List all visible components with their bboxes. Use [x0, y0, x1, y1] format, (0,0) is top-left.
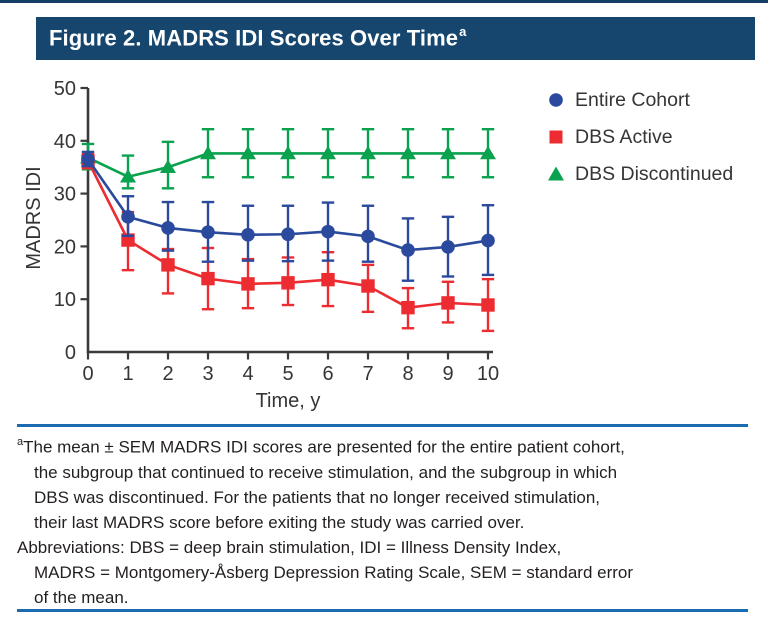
x-tick-label: 4: [242, 363, 253, 385]
legend-triangle-glyph: [548, 166, 564, 181]
data-point-entire-cohort: [481, 233, 495, 248]
data-point-entire-cohort: [321, 224, 335, 239]
legend-square-glyph: [549, 130, 563, 144]
figure-title-superscript: a: [459, 24, 467, 40]
x-tick-label: 10: [477, 363, 499, 385]
data-point-dbs-discontinued: [160, 159, 176, 173]
data-point-dbs-active: [281, 276, 295, 290]
legend-label: Entire Cohort: [575, 88, 690, 111]
y-axis-title: MADRS IDI: [23, 166, 45, 269]
x-tick-label: 5: [282, 363, 293, 385]
dbs-active-square-icon: [549, 130, 563, 144]
dbs-discontinued-triangle-icon: [548, 166, 564, 181]
y-tick-label: 30: [54, 184, 76, 206]
data-point-entire-cohort: [241, 227, 255, 242]
y-tick-label: 40: [54, 131, 76, 153]
data-point-entire-cohort: [281, 227, 295, 242]
data-point-dbs-active: [481, 298, 495, 312]
legend-circle-glyph: [549, 93, 563, 107]
top-rule: [0, 0, 768, 3]
separator-rule: [17, 424, 748, 427]
x-tick-label: 8: [402, 363, 413, 385]
legend-label: DBS Active: [575, 125, 673, 148]
y-tick-label: 20: [54, 236, 76, 258]
x-tick-label: 2: [162, 363, 173, 385]
entire-cohort-circle-icon: [549, 93, 563, 107]
chart-legend: Entire Cohort DBS Active DBS Discontinue…: [547, 88, 733, 199]
y-tick-label: 0: [65, 342, 76, 364]
data-point-dbs-discontinued: [480, 145, 496, 160]
data-point-dbs-active: [201, 271, 215, 286]
data-point-dbs-discontinued: [360, 145, 376, 160]
data-point-dbs-discontinued: [320, 145, 336, 160]
legend-item-dbs-active: DBS Active: [547, 125, 733, 149]
data-point-dbs-discontinued: [440, 145, 456, 160]
chart-area: 0 10 20 30 40 50 0 1 2 3 4 5 6 7 8 9 10 Time, y MADRS IDI: [0, 70, 545, 420]
abbreviations-line: of the mean.: [34, 587, 129, 607]
y-tick-label: 10: [54, 289, 76, 311]
data-point-entire-cohort: [81, 152, 95, 167]
data-point-dbs-active: [321, 272, 335, 287]
figure-title: Figure 2. MADRS IDI Scores Over Timea: [49, 24, 467, 51]
figure-title-text: Figure 2. MADRS IDI Scores Over Time: [49, 25, 459, 51]
abbreviations-line: MADRS = Montgomery-Åsberg Depression Rat…: [34, 562, 634, 582]
x-tick-label: 6: [322, 363, 333, 385]
bottom-rule: [17, 609, 748, 612]
data-point-entire-cohort: [441, 240, 455, 254]
x-tick-label: 1: [122, 363, 133, 385]
legend-item-entire-cohort: Entire Cohort: [547, 88, 733, 112]
x-axis-title: Time, y: [256, 390, 321, 412]
footnote-line: DBS was discontinued. For the patients t…: [34, 487, 601, 507]
madrs-chart: 0 10 20 30 40 50 0 1 2 3 4 5 6 7 8 9 10 Time, y MADRS IDI: [23, 78, 499, 412]
data-point-dbs-active: [161, 258, 175, 272]
data-point-entire-cohort: [401, 243, 415, 257]
footnote-line: aThe mean ± SEM MADRS IDI scores are pre…: [17, 436, 625, 457]
data-point-dbs-active: [401, 300, 415, 315]
data-point-entire-cohort: [361, 229, 375, 244]
x-tick-label: 9: [442, 363, 453, 385]
x-tick-label: 0: [82, 363, 93, 385]
legend-label: DBS Discontinued: [575, 162, 734, 185]
data-point-dbs-active: [241, 277, 255, 291]
footnote-line: their last MADRS score before exiting th…: [34, 512, 525, 532]
x-tick-label: 7: [362, 363, 373, 385]
figure-title-bar: Figure 2. MADRS IDI Scores Over Timea: [36, 17, 755, 60]
data-point-dbs-discontinued: [280, 145, 296, 160]
data-point-dbs-active: [441, 296, 455, 310]
footnote-line: the subgroup that continued to receive s…: [34, 462, 618, 482]
data-point-entire-cohort: [201, 225, 215, 239]
data-point-dbs-discontinued: [240, 145, 256, 160]
legend-item-dbs-discontinued: DBS Discontinued: [547, 162, 733, 186]
x-tick-label: 3: [202, 363, 213, 385]
abbreviations-line: Abbreviations: DBS = deep brain stimulat…: [17, 537, 562, 557]
data-point-entire-cohort: [161, 221, 175, 235]
axes: [86, 88, 493, 354]
data-point-dbs-discontinued: [120, 169, 136, 183]
data-point-dbs-discontinued: [200, 145, 216, 160]
y-tick-label: 50: [54, 78, 76, 100]
data-point-dbs-active: [361, 279, 375, 293]
footnote-marker: a: [17, 436, 24, 448]
data-point-entire-cohort: [121, 210, 135, 224]
figure-footnotes: aThe mean ± SEM MADRS IDI scores are pre…: [17, 431, 761, 610]
data-point-dbs-discontinued: [400, 145, 416, 160]
